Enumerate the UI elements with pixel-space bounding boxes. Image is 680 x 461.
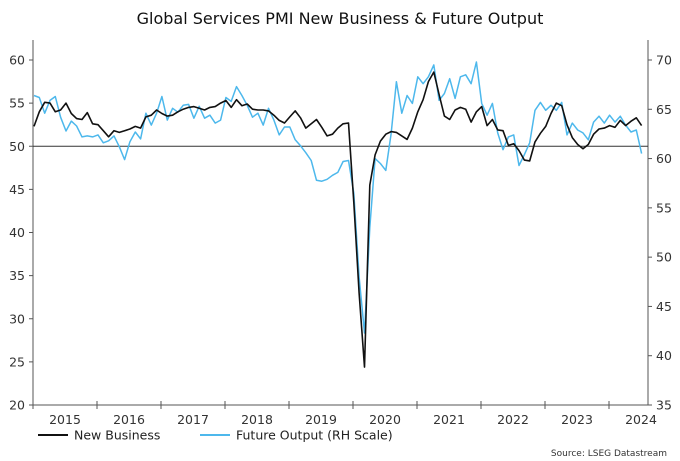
right-tick-label: 45 (656, 299, 672, 314)
left-tick-label: 60 (9, 53, 25, 68)
x-tick-label: 2019 (305, 412, 337, 427)
x-tick-label: 2015 (49, 412, 81, 427)
left-tick-label: 40 (9, 225, 25, 240)
source-note: Source: LSEG Datastream (551, 449, 667, 459)
x-tick-label: 2021 (433, 412, 465, 427)
left-tick-label: 30 (9, 311, 25, 326)
x-tick-label: 2024 (625, 412, 657, 427)
right-tick-label: 55 (656, 200, 672, 215)
right-tick-label: 65 (656, 102, 672, 117)
left-tick-label: 45 (9, 182, 25, 197)
right-tick-label: 60 (656, 151, 672, 166)
x-tick-label: 2023 (561, 412, 593, 427)
right-tick-label: 35 (656, 398, 672, 413)
x-tick-label: 2017 (177, 412, 209, 427)
left-tick-label: 25 (9, 354, 25, 369)
x-tick-label: 2018 (241, 412, 273, 427)
series-line-future-output (33, 61, 643, 334)
legend-label-future-output: Future Output (RH Scale) (236, 428, 393, 443)
series-line-new-business (33, 71, 643, 368)
right-tick-label: 40 (656, 348, 672, 363)
axes: 20 25 30 35 40 45 50 55 60 35 40 45 50 55 60 65 70 2015 20… (9, 40, 672, 427)
x-tick-label: 2022 (497, 412, 529, 427)
left-tick-label: 20 (9, 398, 25, 413)
legend-label-new-business: New Business (74, 428, 160, 443)
left-tick-label: 55 (9, 96, 25, 111)
x-tick-label: 2020 (369, 412, 401, 427)
right-tick-label: 50 (656, 250, 672, 265)
left-tick-label: 50 (9, 139, 25, 154)
x-tick-label: 2016 (113, 412, 145, 427)
plot-lines (33, 61, 643, 368)
legend: New Business Future Output (RH Scale) (38, 428, 393, 443)
right-tick-label: 70 (656, 53, 672, 68)
chart-title: Global Services PMI New Business & Futur… (137, 9, 544, 28)
left-tick-label: 35 (9, 268, 25, 283)
